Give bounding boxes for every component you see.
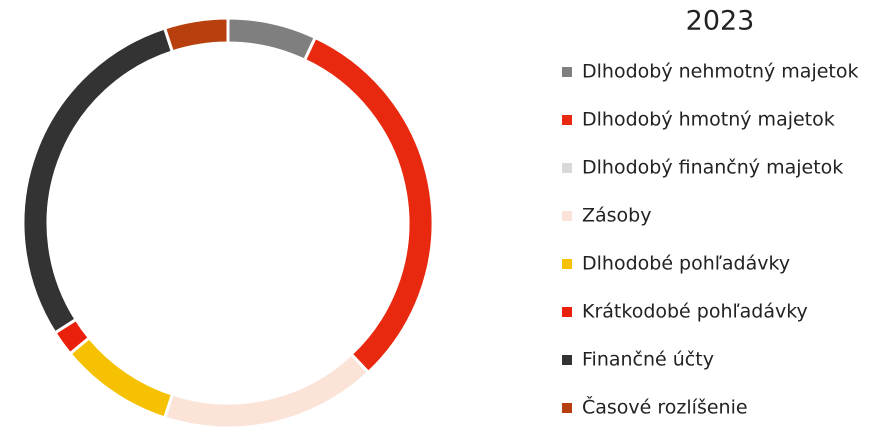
legend-swatch [562,403,572,413]
legend-swatch [562,355,572,365]
donut-segment [226,16,318,63]
legend-text: Dlhodobý finančný majetok [582,157,843,179]
legend-swatch [562,163,572,173]
legend-text: Zásoby [582,205,652,227]
legend-text: Dlhodobý nehmotný majetok [582,61,858,83]
legend-text: Časové rozlíšenie [582,395,748,419]
legend-swatch [562,259,572,269]
donut-segment [21,26,175,335]
donut-segment [302,35,435,375]
legend-swatch [562,211,572,221]
legend-swatch [562,67,572,77]
chart-title: 2023 [686,6,755,37]
legend-text: Finančné účty [582,349,714,371]
donut-segment [162,352,371,430]
legend-swatch [562,115,572,125]
legend-text: Dlhodobé pohľadávky [582,253,790,275]
legend-text: Krátkodobé pohľadávky [582,301,808,323]
donut-segment [162,16,230,54]
legend-text: Dlhodobý hmotný majetok [582,109,835,131]
legend-swatch [562,307,572,317]
donut-segment [67,335,175,420]
